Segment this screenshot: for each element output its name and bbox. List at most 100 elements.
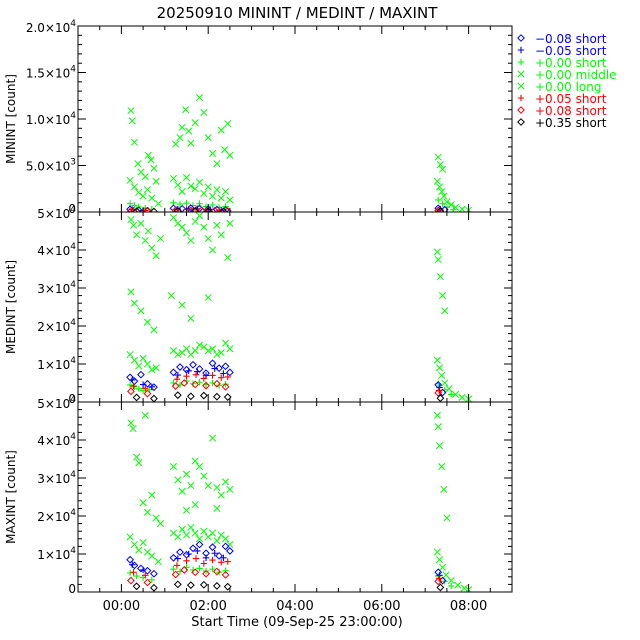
- y-tick-label: 0: [68, 202, 76, 216]
- legend-entry: +0.00 short: [517, 56, 607, 70]
- data-point: [154, 558, 162, 566]
- data-point: [143, 379, 152, 388]
- data-point: [143, 508, 151, 516]
- legend-label: +0.08 short: [535, 104, 607, 118]
- data-point: [439, 200, 446, 207]
- data-point: [132, 207, 141, 212]
- data-point: [195, 94, 204, 102]
- data-point: [200, 527, 208, 535]
- data-point: [208, 529, 217, 537]
- data-point: [185, 550, 192, 558]
- data-point: [435, 575, 443, 582]
- data-point: [139, 566, 147, 574]
- data-point: [213, 350, 221, 359]
- data-point: [173, 376, 181, 383]
- y-tick-label: 4×104: [37, 432, 76, 448]
- data-point: [226, 485, 234, 493]
- data-point: [191, 185, 199, 193]
- data-point: [195, 178, 204, 186]
- data-point: [434, 206, 443, 212]
- legend-entry: −0.08 short: [517, 32, 607, 46]
- data-point: [225, 547, 234, 555]
- data-point: [129, 425, 137, 433]
- data-point: [224, 373, 231, 381]
- data-point: [127, 387, 135, 396]
- maxint-points: [126, 411, 473, 592]
- data-point: [435, 364, 444, 372]
- data-point: [174, 181, 182, 189]
- data-point: [143, 578, 152, 587]
- data-point: [438, 576, 447, 585]
- data-point: [187, 139, 195, 147]
- data-point: [133, 453, 141, 461]
- data-point: [132, 393, 141, 402]
- data-point: [139, 354, 147, 362]
- y-tick-label: 2×104: [37, 508, 76, 524]
- data-point: [435, 196, 442, 204]
- data-point: [182, 470, 191, 478]
- y-tick-label: 5×104: [37, 395, 76, 411]
- legend-entry: +0.05 short: [517, 92, 607, 106]
- data-point: [215, 551, 223, 560]
- data-point: [144, 151, 152, 159]
- data-point: [221, 146, 229, 154]
- data-point: [135, 385, 142, 392]
- data-point: [433, 411, 441, 419]
- data-point: [126, 176, 134, 184]
- data-point: [171, 206, 180, 212]
- data-point: [460, 584, 468, 592]
- data-point: [200, 189, 208, 197]
- data-point: [212, 379, 221, 388]
- data-point: [186, 581, 195, 590]
- maxint-y-axis-label: MAXINT [count]: [4, 450, 18, 544]
- data-point: [169, 214, 178, 222]
- data-point: [202, 569, 210, 578]
- data-point: [221, 362, 230, 371]
- data-point: [191, 529, 199, 537]
- data-point: [221, 570, 230, 579]
- data-point: [127, 419, 135, 427]
- data-point: [132, 582, 141, 591]
- data-point: [195, 212, 204, 220]
- data-point: [441, 379, 449, 387]
- legend-label: +0.35 short: [535, 116, 607, 130]
- y-tick-label: 2.0×104: [26, 19, 76, 35]
- x-axis-tick-labels: 00:00 02:00 04:00 06:00 08:00: [103, 599, 488, 614]
- data-point: [208, 149, 217, 157]
- data-point: [126, 533, 134, 541]
- data-point: [213, 221, 221, 229]
- data-point: [127, 576, 135, 585]
- data-point: [150, 207, 158, 212]
- data-point: [174, 555, 182, 562]
- data-point: [211, 550, 218, 557]
- data-point: [169, 553, 178, 562]
- data-point: [204, 293, 212, 302]
- data-point: [441, 307, 449, 315]
- data-point: [436, 273, 444, 281]
- data-point: [217, 194, 225, 202]
- data-point: [224, 254, 232, 262]
- data-point: [178, 123, 186, 131]
- data-point: [135, 546, 143, 554]
- data-point: [141, 236, 149, 245]
- data-point: [200, 223, 208, 231]
- y-tick-label: 1×104: [37, 546, 76, 562]
- data-point: [143, 207, 152, 212]
- data-point: [442, 571, 450, 579]
- legend-marker: [517, 106, 525, 114]
- data-point: [220, 370, 227, 377]
- data-point: [434, 423, 442, 431]
- data-point: [182, 229, 191, 237]
- data-point: [204, 207, 213, 212]
- data-point: [139, 539, 147, 547]
- minint-panel: 0 5.0×103 1.0×104 1.5×104 2.0×104 MININT [cou…: [4, 19, 513, 216]
- data-point: [221, 382, 230, 391]
- data-point: [143, 318, 151, 326]
- data-point: [226, 219, 234, 227]
- data-point: [192, 555, 200, 562]
- data-point: [187, 523, 195, 531]
- legend-label: +0.00 long: [535, 80, 602, 94]
- data-point: [183, 372, 190, 380]
- data-point: [452, 390, 460, 398]
